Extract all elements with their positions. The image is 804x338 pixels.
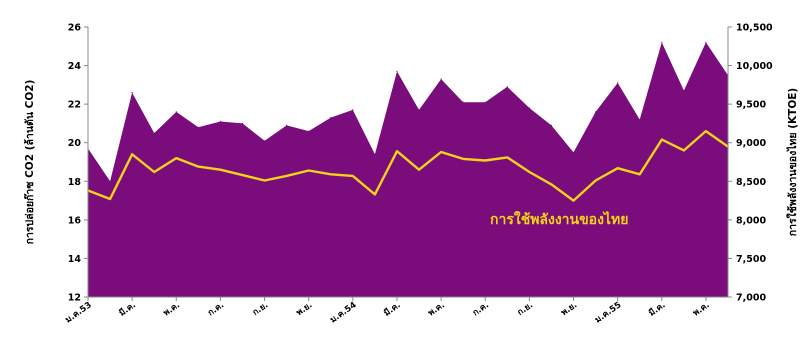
right-tick-label: 8,500 xyxy=(736,177,766,188)
energy-point xyxy=(219,168,222,171)
co2-point xyxy=(396,70,398,72)
co2-series-label: การปล่อยก๊าซ CO2 xyxy=(177,90,303,111)
co2-point xyxy=(440,78,442,80)
energy-point xyxy=(131,153,133,156)
energy-point xyxy=(528,171,531,173)
co2-point xyxy=(506,86,508,88)
right-tick-label: 9,500 xyxy=(736,100,766,111)
energy-point xyxy=(462,158,465,160)
left-tick-label: 26 xyxy=(68,23,82,34)
co2-point xyxy=(109,180,111,182)
left-tick-label: 14 xyxy=(68,254,82,265)
co2-area-layer xyxy=(87,41,729,298)
energy-point xyxy=(109,198,111,200)
left-tick-label: 12 xyxy=(68,293,81,304)
co2-point xyxy=(550,124,553,126)
energy-point xyxy=(572,199,575,202)
energy-point xyxy=(418,168,420,171)
co2-point xyxy=(572,151,575,153)
co2-point xyxy=(197,126,199,128)
co2-point xyxy=(617,82,619,84)
right-tick-label: 8,000 xyxy=(736,215,766,226)
co2-point xyxy=(374,153,376,155)
energy-point xyxy=(506,156,509,159)
right-tick-label: 7,000 xyxy=(736,293,766,304)
co2-point xyxy=(153,132,155,134)
right-tick-label: 10,500 xyxy=(736,23,773,34)
energy-point xyxy=(263,179,266,182)
left-tick-label: 22 xyxy=(68,100,81,111)
co2-point xyxy=(528,107,531,109)
energy-point xyxy=(153,171,155,173)
right-axis-title: การใช้พลังงานของไทย (KTOE) xyxy=(785,88,799,236)
series-labels-layer: การปล่อยก๊าซ CO2 การใช้พลังงานของไทย xyxy=(177,90,628,228)
co2-point xyxy=(286,124,288,126)
co2-point xyxy=(462,101,464,103)
energy-point xyxy=(484,159,487,162)
axes-layer xyxy=(87,27,729,298)
co2-point xyxy=(352,109,354,111)
co2-point xyxy=(595,111,597,113)
co2-point xyxy=(241,122,244,124)
co2-point xyxy=(264,140,266,142)
left-tick-label: 20 xyxy=(68,138,82,149)
co2-point xyxy=(219,120,221,123)
energy-point xyxy=(197,165,200,168)
energy-point xyxy=(374,193,376,196)
co2-point xyxy=(175,111,177,113)
energy-point xyxy=(307,169,310,172)
energy-point xyxy=(396,150,398,152)
co2-subscript: 2 xyxy=(296,100,303,111)
energy-point xyxy=(661,138,663,141)
co2-point xyxy=(639,119,641,121)
co2-point xyxy=(131,92,133,94)
energy-line-layer xyxy=(87,129,729,202)
right-tick-label: 7,500 xyxy=(736,254,766,265)
right-tick-label: 9,000 xyxy=(736,138,766,149)
energy-point xyxy=(352,175,354,177)
co2-point xyxy=(330,117,332,119)
co2-point xyxy=(484,101,486,103)
right-tick-label: 10,000 xyxy=(736,61,773,72)
energy-point xyxy=(638,173,641,176)
co2-point xyxy=(418,109,420,111)
co2-point xyxy=(661,41,663,44)
co2-point xyxy=(683,90,685,92)
energy-point xyxy=(683,149,685,152)
energy-series-label: การใช้พลังงานของไทย xyxy=(490,210,628,228)
left-tick-label: 24 xyxy=(68,61,82,72)
left-tick-label: 18 xyxy=(68,177,82,188)
energy-point xyxy=(550,183,553,186)
energy-point xyxy=(705,130,707,132)
energy-point xyxy=(440,151,442,153)
energy-point xyxy=(285,175,288,177)
co2-point xyxy=(705,41,707,44)
energy-point xyxy=(175,157,178,159)
energy-consumption-line xyxy=(87,129,729,202)
co2-emission-area xyxy=(88,42,728,298)
energy-point xyxy=(241,174,244,176)
energy-point xyxy=(330,173,332,176)
left-axis-title: การปล่อยก๊าซ CO2 (ล้านตัน CO2) xyxy=(23,80,36,245)
co2-point xyxy=(308,130,310,132)
left-tick-label: 16 xyxy=(68,215,82,226)
energy-point xyxy=(594,179,597,182)
energy-point xyxy=(616,167,619,169)
